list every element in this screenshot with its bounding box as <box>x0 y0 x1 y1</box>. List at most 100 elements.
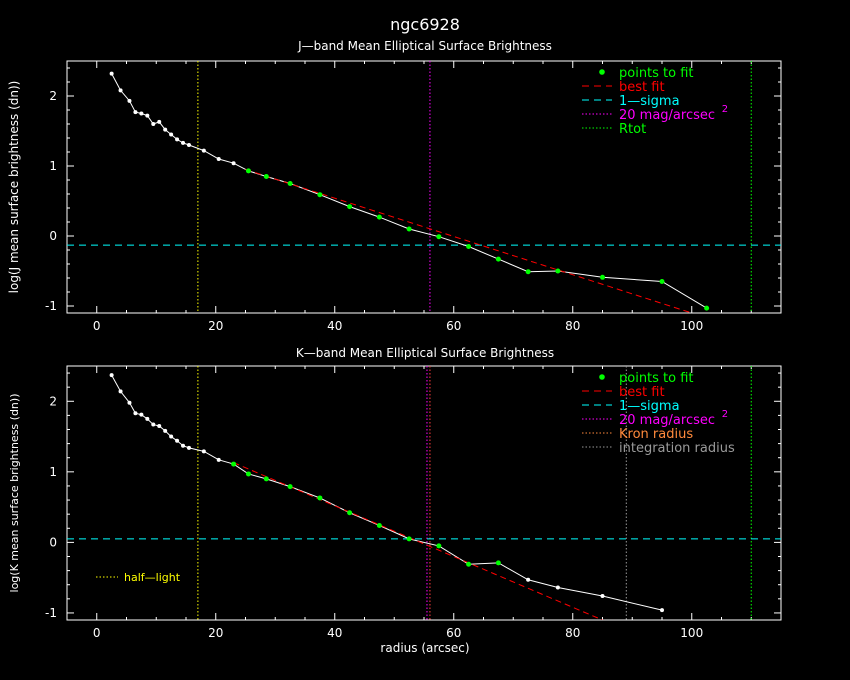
j-legend-rtot: Rtot <box>582 122 646 137</box>
j-y-tick-label: 1 <box>49 159 57 173</box>
k-data-point <box>127 400 132 405</box>
j-fit-point <box>600 274 605 280</box>
k-data-point <box>660 608 664 613</box>
j-fit-point <box>555 268 561 274</box>
j-y-tick-label: -1 <box>45 299 57 313</box>
k-x-tick-label: 60 <box>446 626 461 640</box>
k-profile-line <box>111 374 663 611</box>
j-fit-point <box>376 214 382 220</box>
j-data-point <box>109 71 114 76</box>
k-legend-integ: integration radius <box>582 441 735 456</box>
k-legend-kron: Kron radius <box>582 427 693 442</box>
k-y-tick-label: 2 <box>49 394 57 408</box>
k-best-fit-line <box>233 462 603 620</box>
j-panel-title: J—band Mean Elliptical Surface Brightnes… <box>297 39 552 53</box>
j-y-axis-label: log(J mean surface brightness (dn)) <box>7 81 21 294</box>
j-fit-point <box>317 192 323 198</box>
j-x-tick-label: 80 <box>565 319 580 333</box>
k-data-point <box>169 434 174 439</box>
j-legend-fit: points to fit <box>599 66 694 81</box>
j-y-tick-label: 2 <box>49 89 57 103</box>
k-y-tick-label: 1 <box>49 465 57 479</box>
k-band-panel: K—band Mean Elliptical Surface Brightnes… <box>8 346 782 655</box>
k-x-axis-label: radius (arcsec) <box>380 641 469 655</box>
j-legend-mag20: 20 mag/arcsec 2 <box>582 104 728 123</box>
k-plot-area <box>67 366 781 620</box>
j-data-point <box>231 161 236 166</box>
k-fit-point <box>231 461 237 467</box>
j-legend-sigma-label: 1—sigma <box>619 94 680 109</box>
j-fit-point <box>704 305 710 311</box>
k-data-point <box>181 443 186 448</box>
j-data-point <box>181 140 186 145</box>
j-fit-point <box>245 168 251 174</box>
figure-title: ngc6928 <box>390 15 460 34</box>
k-fit-point <box>466 561 472 567</box>
k-data-point <box>151 422 156 427</box>
k-data-point <box>186 445 191 450</box>
k-x-tick-label: 40 <box>327 626 342 640</box>
j-fit-point <box>263 174 269 179</box>
k-fit-point <box>245 471 251 477</box>
k-fit-point <box>436 543 442 549</box>
k-legend-bestfit: best fit <box>582 385 665 400</box>
k-data-point <box>133 411 138 416</box>
j-data-point <box>169 132 174 137</box>
k-data-point <box>175 438 180 443</box>
j-data-point <box>175 137 180 142</box>
k-x-tick-label: 80 <box>565 626 580 640</box>
j-fit-point <box>347 204 353 210</box>
j-data-point <box>118 88 123 93</box>
j-fit-point <box>466 244 472 249</box>
j-legend-fit-marker <box>599 69 605 75</box>
k-panel-title: K—band Mean Elliptical Surface Brightnes… <box>296 346 554 360</box>
j-band-panel: J—band Mean Elliptical Surface Brightnes… <box>7 39 782 333</box>
j-x-tick-label: 20 <box>208 319 223 333</box>
j-data-point <box>186 143 191 147</box>
k-x-tick-label: 0 <box>93 626 101 640</box>
k-data-point <box>216 457 221 462</box>
j-fit-point <box>436 234 442 240</box>
k-x-tick-label: 100 <box>680 626 703 640</box>
k-legend-integ-label: integration radius <box>619 441 735 456</box>
j-legend-rtot-label: Rtot <box>619 122 646 137</box>
j-x-tick-label: 100 <box>680 319 703 333</box>
k-legend-sigma-label: 1—sigma <box>619 399 680 414</box>
j-x-tick-label: 0 <box>93 319 101 333</box>
k-fit-point <box>317 495 323 501</box>
k-legend-fit: points to fit <box>599 371 694 386</box>
k-legend-mag20: 20 mag/arcsec 2 <box>582 409 728 428</box>
j-x-tick-label: 40 <box>327 319 342 333</box>
k-data-point <box>555 585 560 590</box>
j-legend-bestfit: best fit <box>582 80 665 95</box>
k-fit-point <box>287 484 293 490</box>
j-data-point <box>216 157 221 161</box>
j-legend-fit-label: points to fit <box>619 66 694 81</box>
j-fit-point <box>525 269 531 275</box>
j-data-point <box>133 110 138 115</box>
j-fit-point <box>495 256 501 262</box>
j-legend-sigma: 1—sigma <box>582 94 680 109</box>
k-half-light-annotation: half—light <box>96 571 181 584</box>
k-data-point <box>139 412 144 417</box>
j-fit-point <box>406 226 412 232</box>
k-legend-fit-label: points to fit <box>619 371 694 386</box>
j-y-tick-label: 0 <box>49 229 57 243</box>
k-legend-mag20-sup: 2 <box>722 409 728 420</box>
k-data-point <box>118 389 123 394</box>
k-legend-sigma: 1—sigma <box>582 399 680 414</box>
k-half-light-label: half—light <box>124 571 181 584</box>
k-data-point <box>145 416 150 421</box>
j-data-point <box>127 98 132 103</box>
k-data-point <box>163 428 168 433</box>
k-y-axis-label: log(K mean surface brightness (dn)) <box>8 394 21 593</box>
j-data-point <box>145 113 150 118</box>
k-y-tick-label: 0 <box>49 535 57 549</box>
k-fit-point <box>376 522 382 528</box>
k-fit-point <box>406 536 412 542</box>
k-x-tick-label: 20 <box>208 626 223 640</box>
j-legend-mag20-sup: 2 <box>722 104 728 115</box>
k-data-point <box>109 373 114 378</box>
